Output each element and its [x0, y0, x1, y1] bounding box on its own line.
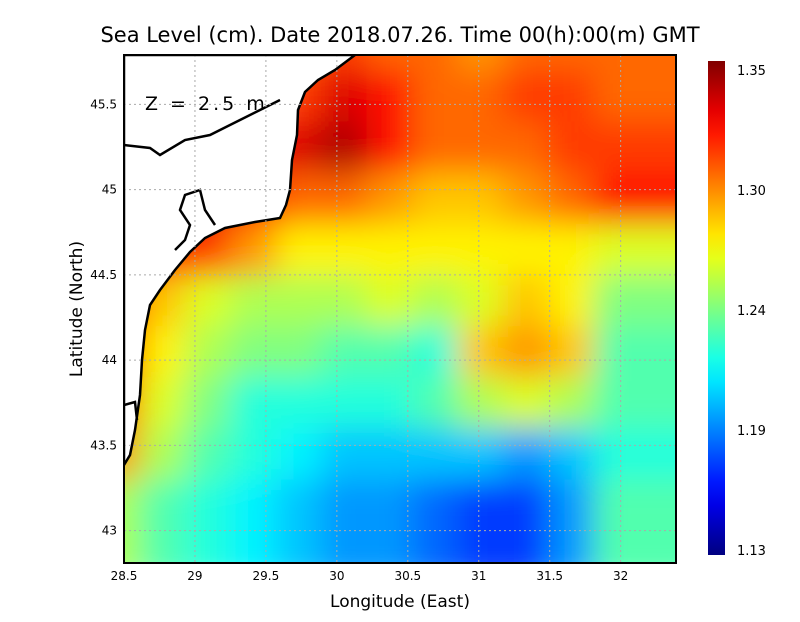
x-tick-label: 31 — [471, 569, 486, 583]
colorbar-tick-label: 1.19 — [737, 424, 766, 439]
x-axis-label: Longitude (East) — [330, 592, 470, 612]
x-tick-label: 32 — [613, 569, 628, 583]
plot-frame — [123, 54, 677, 564]
y-tick-label: 45 — [102, 183, 117, 197]
x-tick-label: 31.5 — [536, 569, 563, 583]
chart-title: Sea Level (cm). Date 2018.07.26. Time 00… — [100, 23, 699, 47]
x-tick-label: 30 — [329, 569, 344, 583]
y-tick-label: 45.5 — [90, 97, 117, 111]
y-tick-label: 44 — [102, 353, 117, 367]
x-tick-label: 29.5 — [253, 569, 280, 583]
land-mass — [124, 55, 358, 468]
colorbar — [708, 61, 725, 555]
x-tick-label: 30.5 — [394, 569, 421, 583]
coastline-inner — [124, 98, 281, 421]
y-tick-label: 44.5 — [90, 268, 117, 282]
y-axis-label: Latitude (North) — [67, 241, 87, 377]
y-tick-label: 43 — [102, 524, 117, 538]
x-tick-label: 29 — [187, 569, 202, 583]
x-tick-label: 28.5 — [111, 569, 138, 583]
colorbar-tick-label: 1.24 — [737, 304, 766, 319]
heatmap-field — [124, 55, 676, 563]
colorbar-tick-label: 1.35 — [737, 64, 766, 79]
colorbar-tick-label: 1.13 — [737, 544, 766, 559]
heatmap-cell — [632, 479, 676, 563]
colorbar-tick-label: 1.30 — [737, 184, 766, 199]
grid-lines — [124, 55, 676, 563]
depth-annotation: Z = 2.5 m — [145, 93, 268, 115]
y-tick-label: 43.5 — [90, 438, 117, 452]
